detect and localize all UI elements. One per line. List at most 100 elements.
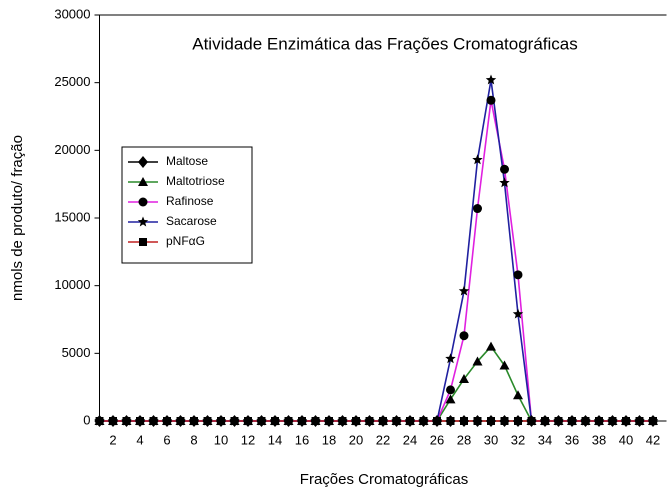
marker xyxy=(217,417,225,425)
marker xyxy=(472,154,483,165)
x-tick-label: 24 xyxy=(403,432,417,447)
x-tick-label: 40 xyxy=(619,432,633,447)
marker xyxy=(472,356,483,366)
marker xyxy=(284,417,293,425)
marker xyxy=(486,341,496,351)
marker xyxy=(311,417,320,425)
marker xyxy=(568,417,576,425)
marker xyxy=(487,417,495,425)
marker xyxy=(445,394,456,404)
marker xyxy=(338,417,347,425)
marker xyxy=(419,417,428,425)
legend-label: Rafinose xyxy=(166,194,214,208)
x-tick-label: 42 xyxy=(646,432,660,447)
legend-label: Maltotriose xyxy=(166,174,225,188)
y-tick-label: 10000 xyxy=(54,277,90,292)
marker xyxy=(203,417,212,425)
marker xyxy=(163,417,171,425)
marker xyxy=(230,417,239,425)
marker xyxy=(122,417,131,425)
marker xyxy=(257,417,266,425)
marker xyxy=(485,74,497,85)
marker xyxy=(352,417,360,425)
marker xyxy=(446,417,455,425)
y-tick-label: 20000 xyxy=(54,142,90,157)
y-tick-label: 25000 xyxy=(54,74,90,89)
marker xyxy=(513,270,523,280)
marker xyxy=(513,390,523,400)
marker xyxy=(635,417,644,425)
y-tick-label: 0 xyxy=(83,412,90,427)
x-tick-label: 36 xyxy=(565,432,579,447)
y-tick-label: 30000 xyxy=(54,6,90,21)
marker xyxy=(500,164,509,174)
marker xyxy=(595,417,603,425)
legend-marker xyxy=(139,238,147,246)
chart-title: Atividade Enzimática das Frações Cromato… xyxy=(192,34,578,53)
marker xyxy=(95,417,104,425)
marker xyxy=(460,417,468,425)
marker xyxy=(649,417,657,425)
marker xyxy=(459,374,469,384)
x-tick-label: 18 xyxy=(322,432,336,447)
marker xyxy=(459,331,469,341)
x-tick-label: 10 xyxy=(214,432,228,447)
marker xyxy=(499,177,510,188)
x-tick-label: 4 xyxy=(136,432,143,447)
marker xyxy=(554,417,563,425)
x-tick-label: 16 xyxy=(295,432,309,447)
legend-label: Maltose xyxy=(166,154,208,168)
marker xyxy=(365,417,374,425)
marker xyxy=(445,353,456,364)
marker xyxy=(176,417,185,425)
marker xyxy=(581,417,590,425)
marker xyxy=(500,417,509,425)
x-tick-label: 38 xyxy=(592,432,606,447)
marker xyxy=(244,417,252,425)
marker xyxy=(541,417,549,425)
x-tick-label: 2 xyxy=(109,432,116,447)
marker xyxy=(271,417,279,425)
marker xyxy=(433,417,441,425)
x-tick-label: 20 xyxy=(349,432,363,447)
marker xyxy=(514,417,522,425)
marker xyxy=(473,417,482,425)
x-tick-label: 26 xyxy=(430,432,444,447)
marker xyxy=(512,308,524,319)
marker xyxy=(149,417,158,425)
x-tick-label: 22 xyxy=(376,432,390,447)
marker xyxy=(499,360,510,370)
marker xyxy=(325,417,333,425)
marker xyxy=(379,417,387,425)
legend-label: Sacarose xyxy=(166,214,217,228)
x-tick-label: 12 xyxy=(241,432,255,447)
legend-label: pNFαG xyxy=(166,234,205,248)
marker xyxy=(298,417,306,425)
marker xyxy=(527,417,536,425)
legend-marker xyxy=(137,216,149,227)
series-line xyxy=(99,345,653,422)
x-tick-label: 8 xyxy=(190,432,197,447)
marker xyxy=(109,417,117,425)
marker xyxy=(608,417,617,425)
marker xyxy=(190,417,198,425)
y-tick-label: 15000 xyxy=(54,209,90,224)
marker xyxy=(446,385,455,395)
y-axis-label: nmols de produto/ fração xyxy=(9,135,26,301)
x-tick-label: 6 xyxy=(163,432,170,447)
marker xyxy=(136,417,144,425)
legend-marker xyxy=(138,156,148,168)
marker xyxy=(392,417,401,425)
x-tick-label: 14 xyxy=(268,432,282,447)
marker xyxy=(406,417,414,425)
marker xyxy=(473,204,482,214)
legend-marker xyxy=(138,197,148,207)
marker xyxy=(486,95,496,105)
legend-marker xyxy=(138,177,148,186)
y-tick-label: 5000 xyxy=(62,345,91,360)
x-axis-label: Frações Cromatográficas xyxy=(300,471,468,488)
x-tick-label: 30 xyxy=(484,432,498,447)
x-tick-label: 28 xyxy=(457,432,471,447)
marker xyxy=(458,285,470,296)
